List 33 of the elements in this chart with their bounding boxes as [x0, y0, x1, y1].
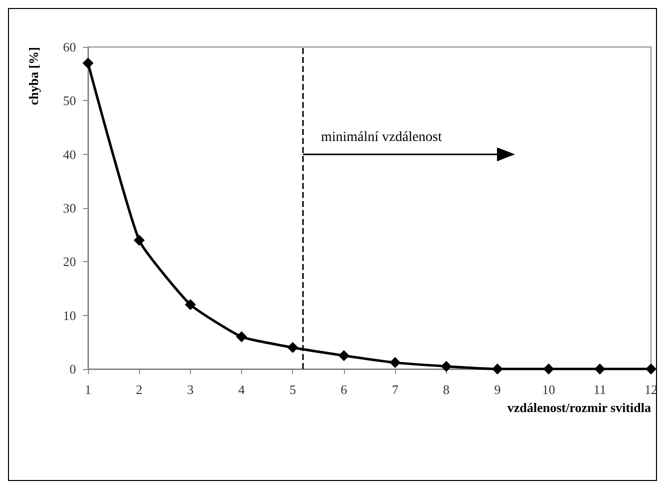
y-tick-label: 60	[63, 40, 76, 54]
point	[390, 357, 401, 368]
y-tick-label: 0	[70, 362, 76, 376]
y-axis-title: chyba [%]	[26, 47, 41, 106]
point	[134, 234, 145, 246]
x-tick-label: 5	[289, 382, 296, 397]
x-tick-label: 11	[594, 382, 606, 397]
x-tick-label: 10	[542, 382, 556, 397]
x-tick-label: 3	[187, 382, 194, 397]
x-tick-label: 7	[392, 382, 399, 397]
point	[492, 364, 503, 374]
x-tick-label: 9	[494, 382, 501, 397]
x-tick-label: 6	[340, 382, 348, 397]
point	[440, 360, 452, 372]
x-tick-label: 1	[84, 382, 92, 397]
point	[646, 364, 656, 374]
point	[338, 350, 350, 362]
point	[594, 364, 606, 374]
y-tick-label: 20	[63, 254, 76, 270]
x-tick-label: 4	[238, 382, 246, 397]
point	[236, 331, 248, 342]
point	[287, 342, 298, 354]
y-tick-label: 30	[63, 200, 76, 216]
point	[82, 58, 94, 69]
x-tick-label: 8	[443, 382, 450, 397]
annotation: minimální vzdálenost	[320, 130, 442, 145]
x-axis-title: vzdálenost/rozmir svitidla	[507, 400, 652, 415]
y-tick-label: 10	[63, 308, 76, 323]
point	[184, 299, 196, 310]
y-tick-label: 40	[63, 146, 76, 162]
point	[543, 364, 554, 374]
y-tick-label: 50	[63, 93, 76, 108]
x-tick-label: 2	[136, 382, 142, 397]
